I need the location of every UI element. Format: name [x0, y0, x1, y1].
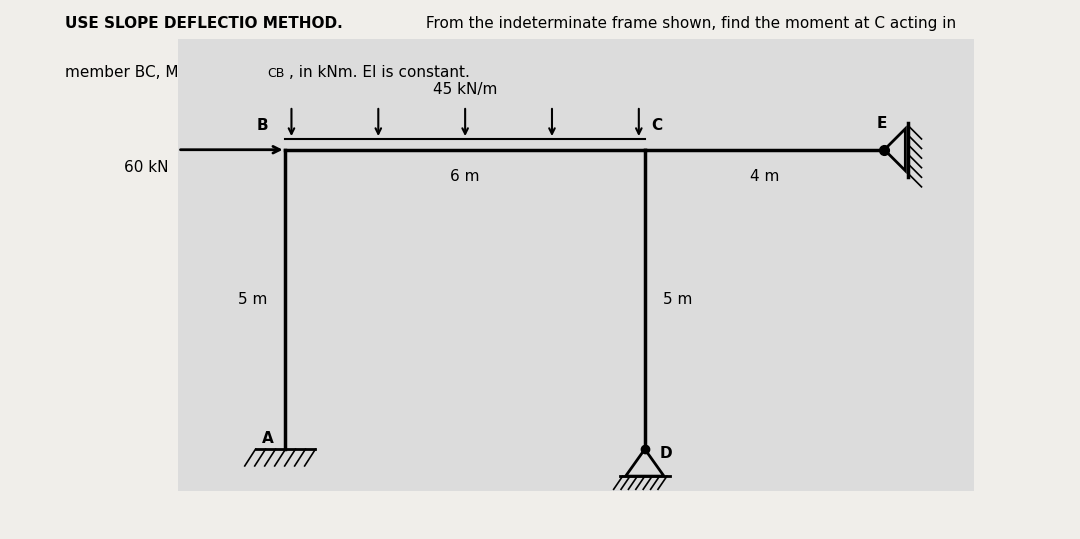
FancyBboxPatch shape [178, 24, 974, 491]
Text: B: B [257, 118, 269, 133]
Text: C: C [651, 118, 662, 133]
Text: member BC, M: member BC, M [65, 65, 178, 80]
FancyBboxPatch shape [46, 0, 1034, 39]
Text: 5 m: 5 m [663, 292, 692, 307]
Text: 5 m: 5 m [238, 292, 267, 307]
Text: 45 kN/m: 45 kN/m [433, 82, 497, 97]
Text: 4 m: 4 m [750, 169, 780, 184]
Text: 6 m: 6 m [450, 169, 480, 184]
Text: From the indeterminate frame shown, find the moment at C acting in: From the indeterminate frame shown, find… [421, 16, 956, 31]
Text: USE SLOPE DEFLECTIO METHOD.: USE SLOPE DEFLECTIO METHOD. [65, 16, 342, 31]
Text: E: E [876, 115, 887, 130]
Text: CB: CB [267, 67, 284, 80]
Text: 60 kN: 60 kN [124, 160, 168, 175]
Text: A: A [261, 431, 273, 446]
Text: D: D [660, 446, 673, 461]
Text: , in kNm. EI is constant.: , in kNm. EI is constant. [289, 65, 470, 80]
